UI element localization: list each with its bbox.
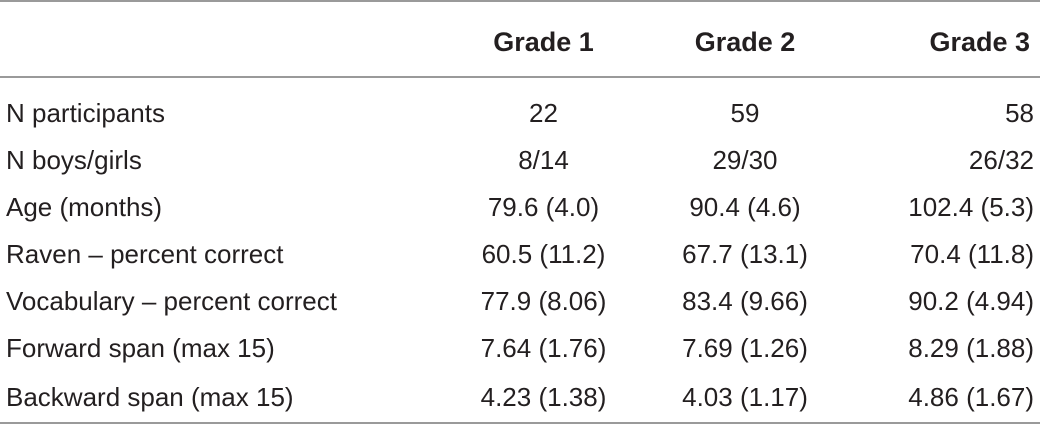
cell-grade-2: 83.4 (9.66) xyxy=(682,286,808,316)
header-row: Grade 1 Grade 2 Grade 3 xyxy=(0,8,1040,78)
row-label: Backward span (max 15) xyxy=(0,372,410,424)
cell-grade-1: 79.6 (4.0) xyxy=(487,192,600,222)
header-grade-3: Grade 3 xyxy=(845,8,1040,78)
header-empty xyxy=(0,8,410,78)
row-label: Vocabulary – percent correct xyxy=(6,286,337,316)
table-row: Forward span (max 15) 7.64 (1.76) 7.69 (… xyxy=(0,325,1040,372)
cell-grade-2: 90.4 (4.6) xyxy=(689,192,801,222)
cell-grade-1: 60.5 (11.2) xyxy=(481,239,606,269)
row-label: N boys/girls xyxy=(6,145,142,175)
participants-table: Grade 1 Grade 2 Grade 3 N participants 2… xyxy=(0,0,1040,424)
cell-grade-2: 29/30 xyxy=(712,145,778,175)
table-row: Raven – percent correct 60.5 (11.2) 67.7… xyxy=(0,231,1040,278)
table-row: Backward span (max 15) 4.23 (1.38) 4.03 … xyxy=(0,372,1040,424)
row-label: Age (months) xyxy=(6,192,163,222)
cell-grade-1: 4.23 (1.38) xyxy=(410,372,635,424)
cell-grade-1: 7.64 (1.76) xyxy=(480,333,607,363)
cell-grade-3: 70.4 (11.8) xyxy=(910,239,1034,269)
cell-grade-2: 4.03 (1.17) xyxy=(635,372,845,424)
cell-grade-3: 26/32 xyxy=(968,145,1034,175)
header-grade-2: Grade 2 xyxy=(635,8,845,78)
top-rule xyxy=(0,0,1040,8)
table-row: N participants 22 59 58 xyxy=(0,77,1040,137)
cell-grade-1: 77.9 (8.06) xyxy=(480,286,607,316)
row-label: N participants xyxy=(6,98,165,128)
cell-grade-3: 102.4 (5.3) xyxy=(908,192,1034,222)
row-label: Raven – percent correct xyxy=(6,239,284,269)
cell-grade-3: 58 xyxy=(1005,98,1034,128)
table-row: Age (months) 79.6 (4.0) 90.4 (4.6) 102.4… xyxy=(0,184,1040,231)
cell-grade-2: 59 xyxy=(730,98,760,128)
cell-grade-2: 7.69 (1.26) xyxy=(682,333,808,363)
row-label: Forward span (max 15) xyxy=(6,333,275,363)
cell-grade-1: 22 xyxy=(529,98,558,128)
header-grade-1: Grade 1 xyxy=(410,8,635,78)
cell-grade-3: 8.29 (1.88) xyxy=(908,333,1034,363)
table-row: N boys/girls 8/14 29/30 26/32 xyxy=(0,137,1040,184)
cell-grade-3: 4.86 (1.67) xyxy=(845,372,1040,424)
table-row: Vocabulary – percent correct 77.9 (8.06)… xyxy=(0,278,1040,325)
cell-grade-2: 67.7 (13.1) xyxy=(682,239,808,269)
cell-grade-1: 8/14 xyxy=(518,145,569,175)
cell-grade-3: 90.2 (4.94) xyxy=(908,286,1034,316)
